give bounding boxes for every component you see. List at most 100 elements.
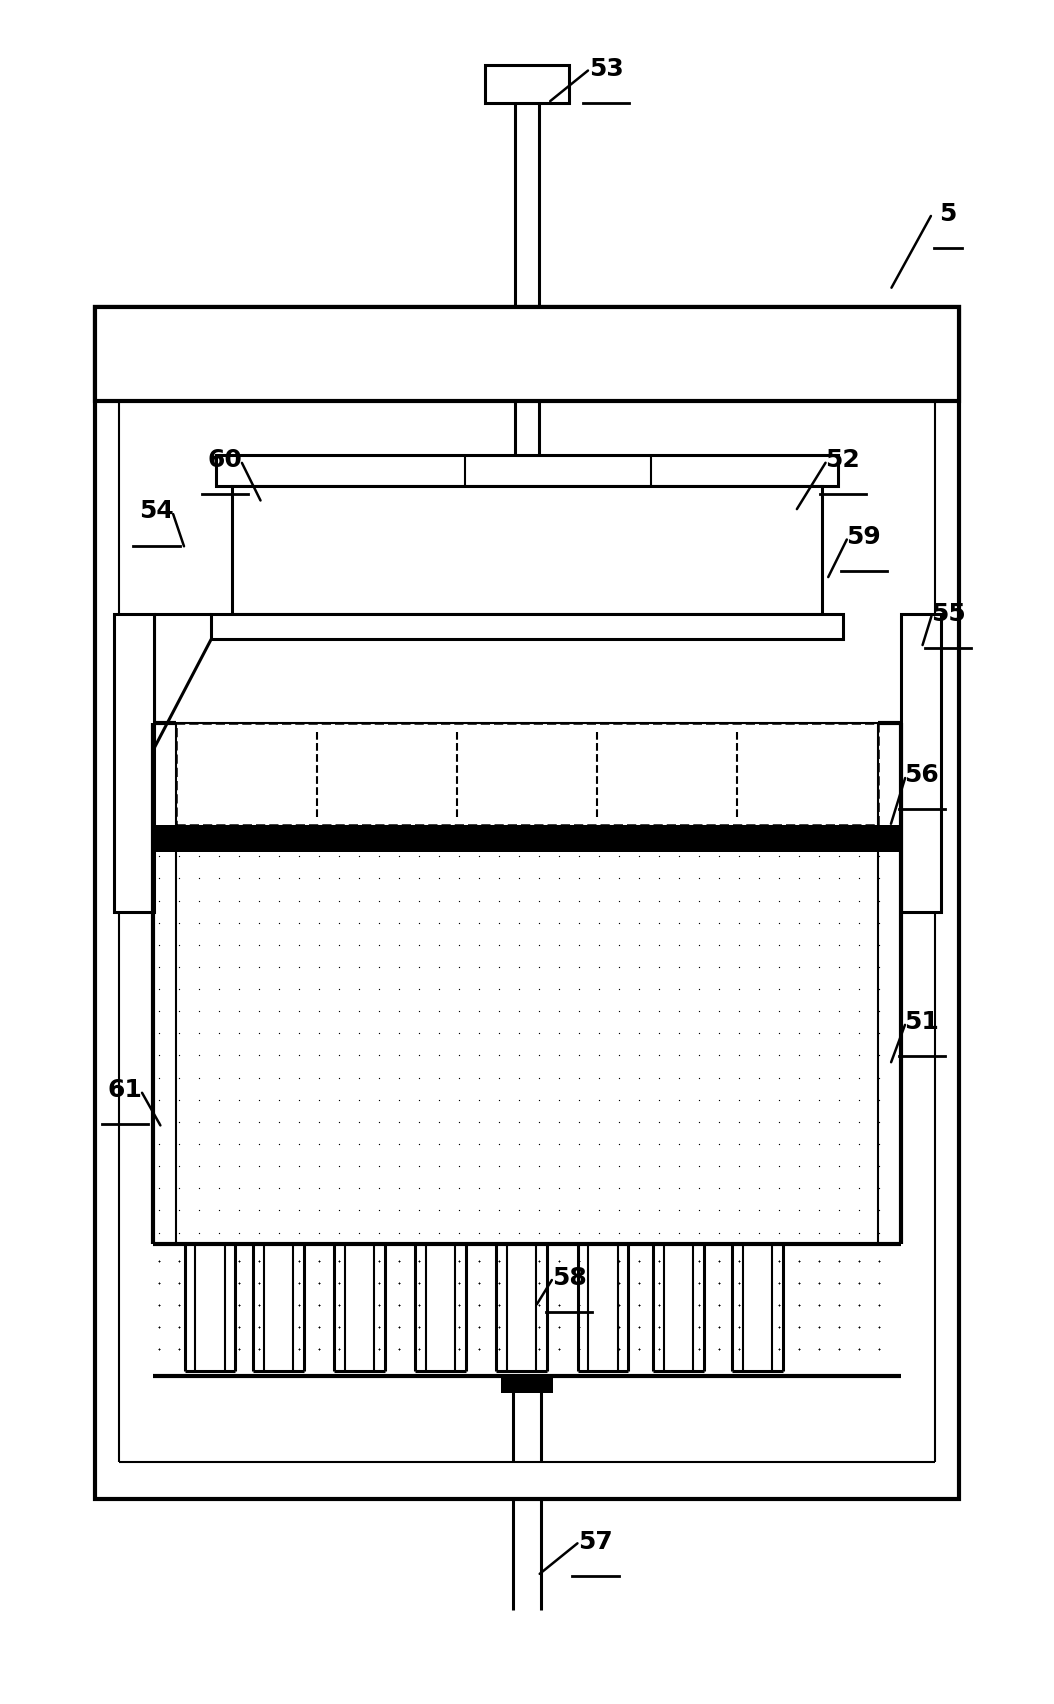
Point <box>831 1314 847 1341</box>
Point <box>150 1063 167 1091</box>
Point <box>831 1336 847 1363</box>
Point <box>250 1314 267 1341</box>
Point <box>150 1292 167 1319</box>
Point <box>190 953 207 980</box>
Point <box>811 1247 827 1275</box>
Point <box>370 1247 387 1275</box>
Point <box>210 1130 227 1157</box>
Point <box>390 1336 407 1363</box>
Point <box>430 975 447 1002</box>
Point <box>450 1292 467 1319</box>
Point <box>811 1336 827 1363</box>
Point <box>690 1336 707 1363</box>
Point <box>570 1218 587 1246</box>
Point <box>490 1085 507 1113</box>
Point <box>170 1336 187 1363</box>
Point <box>871 997 887 1024</box>
Point <box>150 997 167 1024</box>
Point <box>290 1108 307 1135</box>
Point <box>851 1247 867 1275</box>
Point <box>690 1336 707 1363</box>
Point <box>851 1269 867 1297</box>
Point <box>690 1085 707 1113</box>
Point <box>470 1336 487 1363</box>
Point <box>150 1269 167 1297</box>
Point <box>310 930 327 958</box>
Point <box>410 1314 427 1341</box>
Point <box>630 1314 647 1341</box>
Point <box>250 886 267 913</box>
Point <box>570 1314 587 1341</box>
Point <box>630 1314 647 1341</box>
Point <box>290 1336 307 1363</box>
Point <box>871 842 887 869</box>
Point <box>831 1041 847 1068</box>
Point <box>310 1218 327 1246</box>
Point <box>570 1292 587 1319</box>
Point <box>270 886 287 913</box>
Point <box>290 1314 307 1341</box>
Point <box>851 1314 867 1341</box>
Point <box>650 1247 667 1275</box>
Point <box>811 1336 827 1363</box>
Point <box>290 1292 307 1319</box>
Point <box>530 1108 547 1135</box>
Point <box>770 1063 787 1091</box>
Point <box>650 1247 667 1275</box>
Point <box>650 1269 667 1297</box>
Point <box>490 997 507 1024</box>
Point <box>570 1292 587 1319</box>
Point <box>430 1063 447 1091</box>
Point <box>590 930 607 958</box>
Point <box>370 1314 387 1341</box>
Point <box>770 1269 787 1297</box>
Point <box>170 1292 187 1319</box>
Point <box>770 1314 787 1341</box>
Point <box>630 842 647 869</box>
Point <box>630 1292 647 1319</box>
Point <box>550 1336 567 1363</box>
Point <box>770 1108 787 1135</box>
Point <box>730 1130 747 1157</box>
Point <box>790 930 807 958</box>
Point <box>570 1269 587 1297</box>
Point <box>871 1247 887 1275</box>
Point <box>490 1269 507 1297</box>
Point <box>550 1108 567 1135</box>
Point <box>690 1292 707 1319</box>
Point <box>650 1336 667 1363</box>
Point <box>450 1314 467 1341</box>
Point <box>851 1130 867 1157</box>
Point <box>630 1174 647 1201</box>
Point <box>550 886 567 913</box>
Point <box>690 1041 707 1068</box>
Point <box>750 930 767 958</box>
Point <box>610 1336 627 1363</box>
Point <box>630 930 647 958</box>
Point <box>290 1196 307 1223</box>
Point <box>710 1292 727 1319</box>
Point <box>630 1336 647 1363</box>
Point <box>290 997 307 1024</box>
Point <box>230 1218 247 1246</box>
Point <box>490 1314 507 1341</box>
Point <box>570 1247 587 1275</box>
Point <box>670 1196 687 1223</box>
Point <box>790 1314 807 1341</box>
Point <box>330 1085 347 1113</box>
Point <box>871 953 887 980</box>
Point <box>730 1247 747 1275</box>
Point <box>710 975 727 1002</box>
Point <box>811 864 827 891</box>
Point <box>370 1269 387 1297</box>
Point <box>330 1336 347 1363</box>
Point <box>570 1336 587 1363</box>
Point <box>851 1174 867 1201</box>
Point <box>230 1292 247 1319</box>
Point <box>851 1292 867 1319</box>
Point <box>630 1314 647 1341</box>
Point <box>450 864 467 891</box>
Point <box>390 1292 407 1319</box>
Point <box>370 1314 387 1341</box>
Point <box>230 1041 247 1068</box>
